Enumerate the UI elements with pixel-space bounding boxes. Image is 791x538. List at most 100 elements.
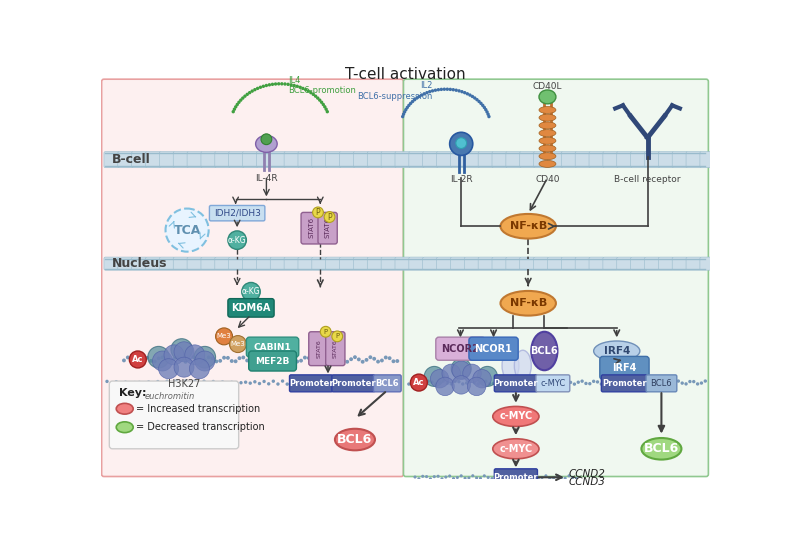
Text: Promoter: Promoter [602,379,647,388]
Circle shape [189,359,210,379]
Circle shape [276,383,280,386]
Circle shape [575,477,578,480]
FancyBboxPatch shape [308,332,328,366]
FancyBboxPatch shape [301,213,320,244]
Circle shape [318,380,321,384]
Circle shape [498,476,501,479]
Circle shape [442,379,445,383]
Circle shape [148,346,169,368]
Circle shape [298,86,302,89]
Circle shape [413,98,416,101]
FancyBboxPatch shape [373,375,401,392]
Text: CCND2: CCND2 [569,469,606,479]
Circle shape [464,477,467,480]
Circle shape [673,381,676,384]
Circle shape [153,359,157,363]
Circle shape [418,95,421,98]
Circle shape [174,357,194,377]
Circle shape [346,360,349,364]
Circle shape [245,358,249,363]
Circle shape [350,380,354,384]
Circle shape [130,356,134,360]
Circle shape [506,475,509,478]
FancyBboxPatch shape [256,257,272,270]
Circle shape [165,358,168,362]
Circle shape [467,377,486,395]
Circle shape [253,380,256,384]
Circle shape [414,476,417,479]
Circle shape [546,383,549,386]
Circle shape [436,377,454,395]
Circle shape [424,366,445,386]
FancyBboxPatch shape [332,375,375,392]
Circle shape [437,475,440,478]
Circle shape [392,359,396,363]
Circle shape [411,380,414,384]
Circle shape [280,82,283,86]
Circle shape [646,380,649,384]
Circle shape [301,87,305,90]
Text: CD40L: CD40L [532,82,562,90]
Circle shape [171,339,192,360]
Circle shape [560,476,563,479]
Circle shape [475,98,479,101]
Circle shape [126,356,130,359]
Circle shape [198,383,201,386]
Circle shape [540,476,543,479]
Circle shape [630,381,634,385]
Circle shape [486,112,490,116]
FancyBboxPatch shape [173,257,188,270]
Circle shape [440,88,443,91]
Text: T-cell activation: T-cell activation [345,67,465,82]
Circle shape [164,345,184,365]
Circle shape [349,357,353,361]
FancyBboxPatch shape [547,257,563,270]
Circle shape [315,359,319,363]
Circle shape [479,102,483,105]
FancyBboxPatch shape [506,257,521,270]
Circle shape [544,475,547,477]
Circle shape [149,359,153,363]
Text: = Increased transcription: = Increased transcription [135,404,259,414]
Circle shape [257,355,260,359]
Circle shape [418,477,420,480]
Circle shape [396,359,399,363]
FancyBboxPatch shape [478,257,494,270]
FancyBboxPatch shape [210,206,265,221]
Circle shape [225,381,229,385]
Text: IL2
BCL6-suppression: IL2 BCL6-suppression [357,81,432,101]
Circle shape [453,380,456,383]
Circle shape [661,379,664,383]
FancyBboxPatch shape [312,152,327,168]
FancyBboxPatch shape [600,356,649,379]
FancyBboxPatch shape [630,257,646,270]
Circle shape [550,380,553,384]
Text: IRF4: IRF4 [604,346,630,356]
Ellipse shape [532,332,558,370]
Circle shape [466,92,469,95]
Circle shape [303,356,307,359]
Ellipse shape [642,438,681,459]
Circle shape [180,383,183,386]
FancyBboxPatch shape [464,152,479,168]
FancyBboxPatch shape [395,257,411,270]
FancyBboxPatch shape [562,152,577,168]
FancyBboxPatch shape [243,257,258,270]
Circle shape [185,345,205,365]
Circle shape [665,380,668,384]
Circle shape [271,83,274,86]
Circle shape [411,100,414,103]
Circle shape [138,381,141,384]
Text: Promoter: Promoter [494,473,538,482]
FancyBboxPatch shape [248,351,297,371]
FancyBboxPatch shape [603,152,619,168]
Circle shape [452,361,471,379]
FancyBboxPatch shape [312,257,327,270]
Ellipse shape [539,107,556,114]
FancyBboxPatch shape [422,152,438,168]
Text: Key:: Key: [119,388,146,398]
FancyBboxPatch shape [464,257,479,270]
Text: Ac: Ac [413,378,425,387]
Circle shape [373,357,377,360]
Circle shape [396,379,399,383]
